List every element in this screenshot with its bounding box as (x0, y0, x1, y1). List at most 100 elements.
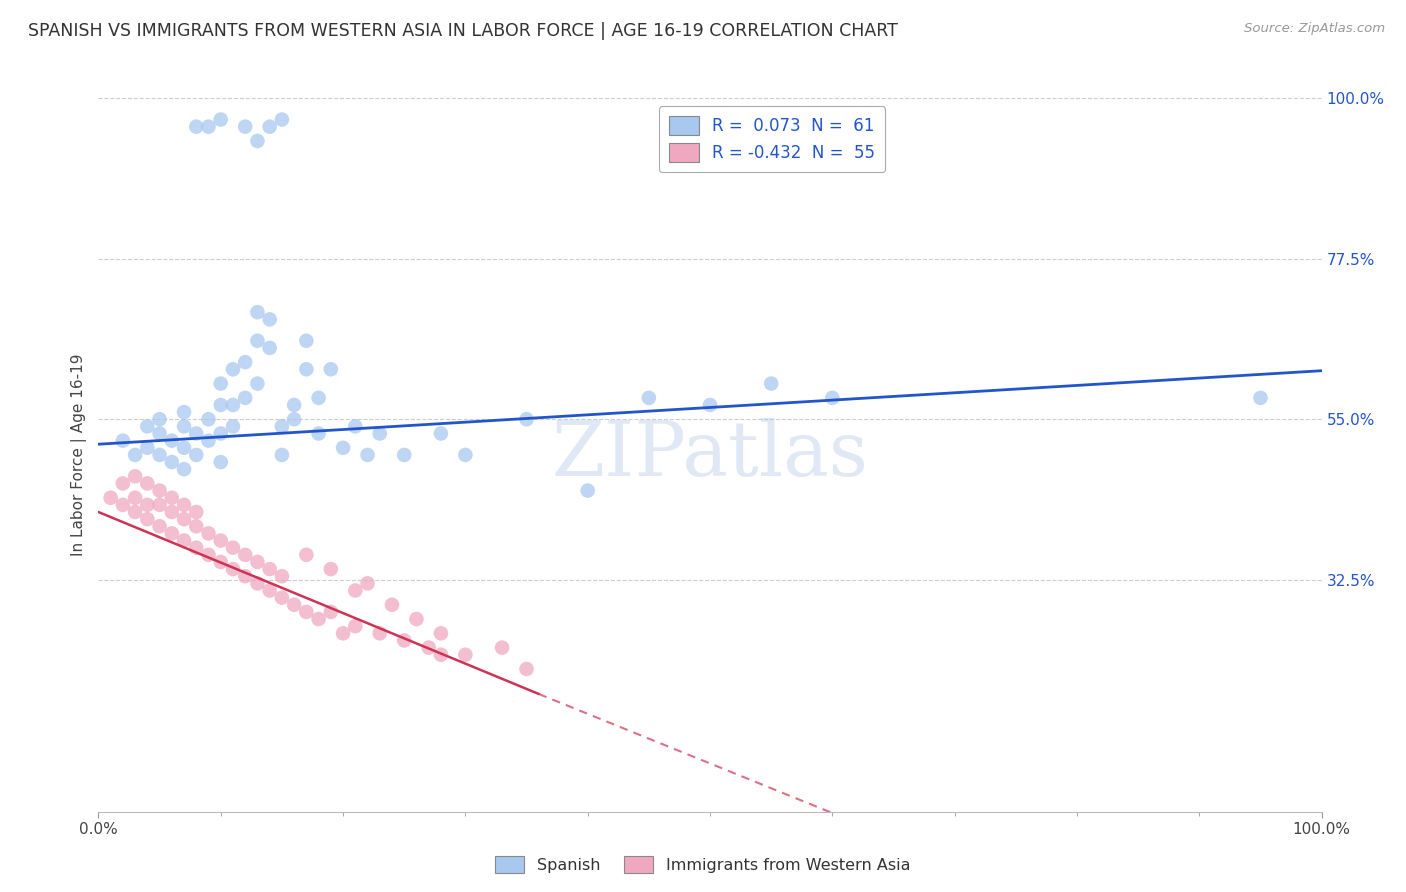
Point (515, 662, 537, 676)
Point (295, 362, 318, 376)
Point (136, 419, 159, 434)
Legend: Spanish, Immigrants from Western Asia: Spanish, Immigrants from Western Asia (489, 849, 917, 880)
Point (283, 598, 305, 612)
Point (209, 376, 232, 391)
Point (186, 448, 208, 462)
Point (332, 626, 354, 640)
Point (259, 312, 281, 326)
Point (491, 640, 513, 655)
Point (186, 519, 208, 533)
Point (283, 412, 305, 426)
Point (246, 305, 269, 319)
Point (136, 512, 159, 526)
Point (136, 476, 159, 491)
Point (259, 583, 281, 598)
Point (173, 441, 195, 455)
Point (454, 648, 477, 662)
Legend: R =  0.073  N =  61, R = -0.432  N =  55: R = 0.073 N = 61, R = -0.432 N = 55 (659, 106, 886, 172)
Point (332, 441, 354, 455)
Point (149, 412, 172, 426)
Point (430, 648, 453, 662)
Point (515, 412, 537, 426)
Point (124, 491, 146, 505)
Point (295, 334, 318, 348)
Point (308, 426, 330, 441)
Point (136, 498, 159, 512)
Point (576, 483, 599, 498)
Point (222, 419, 245, 434)
Point (222, 398, 245, 412)
Point (319, 605, 342, 619)
Point (111, 434, 134, 448)
Point (344, 583, 367, 598)
Point (197, 412, 219, 426)
Point (209, 455, 232, 469)
Point (209, 398, 232, 412)
Point (283, 398, 305, 412)
Point (173, 512, 195, 526)
Point (638, 391, 661, 405)
Point (381, 598, 404, 612)
Point (149, 498, 172, 512)
Text: SPANISH VS IMMIGRANTS FROM WESTERN ASIA IN LABOR FORCE | AGE 16-19 CORRELATION C: SPANISH VS IMMIGRANTS FROM WESTERN ASIA … (28, 22, 898, 40)
Point (356, 576, 378, 591)
Point (1249, 391, 1271, 405)
Point (173, 419, 195, 434)
Point (344, 619, 367, 633)
Point (173, 533, 195, 548)
Point (270, 569, 294, 583)
Point (173, 405, 195, 419)
Point (308, 612, 330, 626)
Point (319, 562, 342, 576)
Point (124, 469, 146, 483)
Point (430, 626, 453, 640)
Point (368, 626, 391, 640)
Point (270, 591, 294, 605)
Point (124, 505, 146, 519)
Point (821, 391, 844, 405)
Point (259, 562, 281, 576)
Text: ZIPatlas: ZIPatlas (551, 418, 869, 491)
Point (344, 419, 367, 434)
Point (246, 376, 269, 391)
Point (136, 441, 159, 455)
Point (246, 334, 269, 348)
Point (233, 391, 256, 405)
Point (259, 341, 281, 355)
Text: Source: ZipAtlas.com: Source: ZipAtlas.com (1244, 22, 1385, 36)
Point (173, 462, 195, 476)
Point (233, 548, 256, 562)
Point (356, 448, 378, 462)
Point (186, 426, 208, 441)
Point (222, 562, 245, 576)
Point (197, 548, 219, 562)
Point (197, 526, 219, 541)
Point (454, 448, 477, 462)
Point (111, 498, 134, 512)
Point (699, 398, 721, 412)
Point (173, 498, 195, 512)
Point (430, 426, 453, 441)
Point (246, 555, 269, 569)
Point (295, 548, 318, 562)
Point (149, 483, 172, 498)
Point (160, 455, 183, 469)
Point (186, 120, 208, 134)
Point (246, 576, 269, 591)
Point (209, 555, 232, 569)
Point (124, 448, 146, 462)
Point (295, 605, 318, 619)
Point (160, 491, 183, 505)
Point (270, 112, 294, 127)
Point (368, 426, 391, 441)
Point (222, 541, 245, 555)
Point (405, 612, 427, 626)
Point (197, 120, 219, 134)
Point (209, 112, 232, 127)
Point (270, 448, 294, 462)
Point (197, 434, 219, 448)
Point (111, 476, 134, 491)
Point (149, 426, 172, 441)
Y-axis label: In Labor Force | Age 16-19: In Labor Force | Age 16-19 (72, 353, 87, 557)
Point (186, 541, 208, 555)
